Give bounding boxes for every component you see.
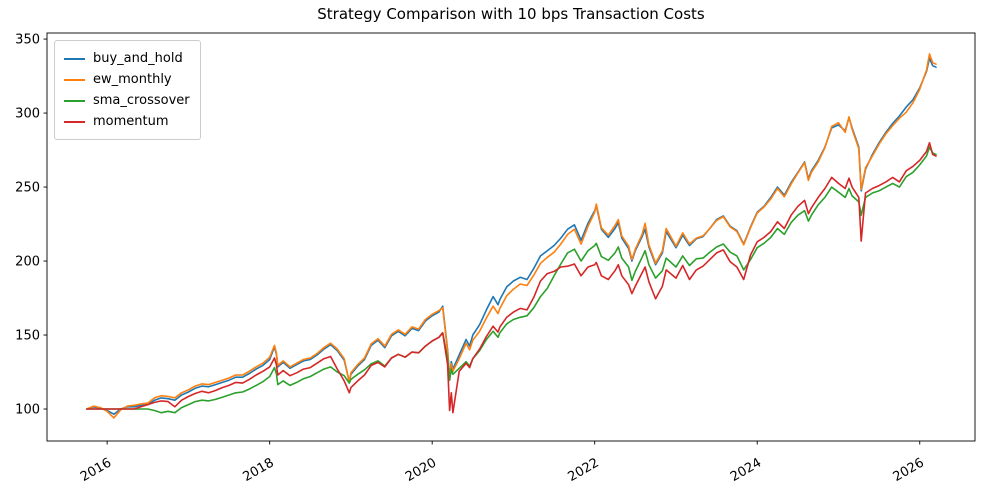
x-tick-label: 2016 — [78, 455, 114, 485]
legend-entry-ew-monthly: ew_monthly — [64, 69, 190, 90]
legend-line-sample-icon — [64, 57, 85, 60]
y-tick-label: 100 — [15, 403, 40, 418]
plot-border — [46, 32, 976, 442]
legend-line-sample-icon — [64, 120, 85, 123]
x-tick-label: 2026 — [891, 455, 927, 485]
series-line-buy_and_hold — [86, 57, 937, 416]
legend-entry-buy-and-hold: buy_and_hold — [64, 48, 190, 69]
chart-title: Strategy Comparison with 10 bps Transact… — [317, 5, 705, 23]
series-line-sma_crossover — [86, 146, 937, 414]
x-tick-label: 2022 — [566, 455, 602, 485]
x-tick-label: 2024 — [728, 455, 764, 485]
x-tick-label: 2020 — [403, 455, 439, 485]
y-tick-label: 300 — [15, 107, 40, 122]
y-tick-label: 250 — [15, 181, 40, 196]
legend-entry-momentum: momentum — [64, 111, 190, 132]
legend: buy_and_hold ew_monthly sma_crossover mo… — [54, 40, 201, 140]
series-line-ew_monthly — [86, 53, 937, 419]
legend-entry-sma-crossover: sma_crossover — [64, 90, 190, 111]
y-tick-label: 150 — [15, 329, 40, 344]
series-line-momentum — [86, 141, 937, 414]
y-tick-label: 200 — [15, 255, 40, 270]
legend-line-sample-icon — [64, 78, 85, 81]
legend-label: momentum — [93, 114, 169, 129]
legend-line-sample-icon — [64, 99, 85, 102]
x-tick-label: 2018 — [240, 455, 276, 485]
legend-label: ew_monthly — [93, 72, 172, 87]
legend-label: buy_and_hold — [93, 51, 183, 66]
legend-label: sma_crossover — [93, 93, 190, 108]
y-tick-label: 350 — [15, 33, 40, 48]
